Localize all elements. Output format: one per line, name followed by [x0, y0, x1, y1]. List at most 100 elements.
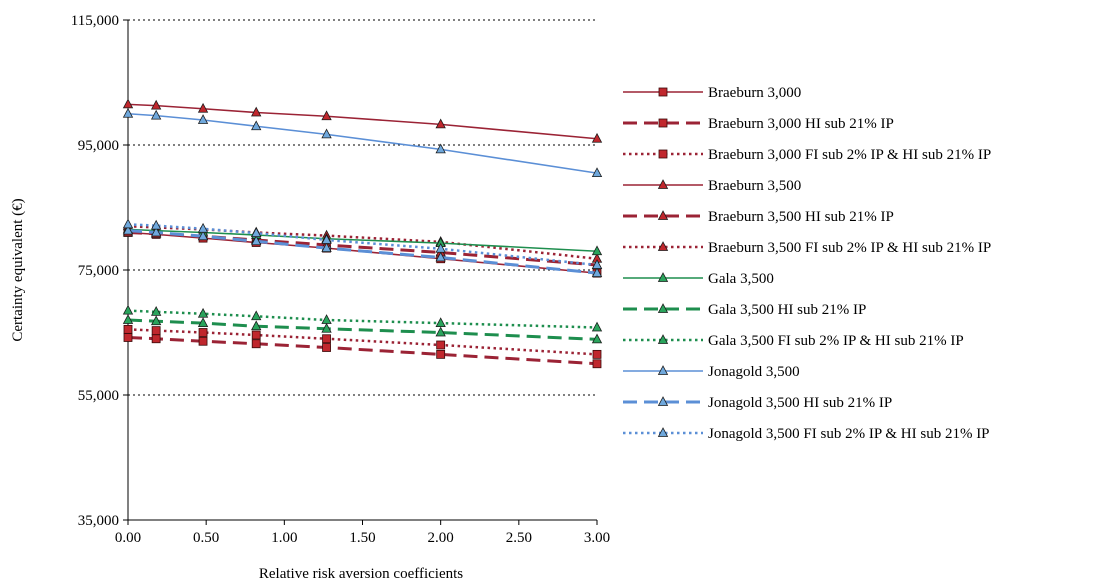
- data-point: [591, 259, 603, 269]
- y-tick-label: 95,000: [78, 138, 119, 154]
- y-axis-title: Certainty equivalent (€): [10, 198, 26, 341]
- legend-item: Gala 3,500 HI sub 21% IP: [623, 302, 866, 318]
- data-point: [251, 235, 262, 246]
- legend-marker: [657, 210, 669, 220]
- y-tick-label: 35,000: [78, 513, 119, 529]
- data-point: [197, 102, 209, 113]
- data-point: [197, 230, 209, 241]
- legend-label: Braeburn 3,000 FI sub 2% IP & HI sub 21%…: [708, 147, 991, 163]
- series-line: [127, 112, 598, 174]
- data-point: [591, 321, 603, 332]
- legend-item: Gala 3,500: [623, 271, 774, 287]
- data-point: [197, 114, 209, 124]
- data-point: [150, 109, 162, 120]
- data-point: [435, 143, 446, 154]
- y-tick-label: 55,000: [78, 388, 119, 404]
- legend-label: Gala 3,500 HI sub 21% IP: [708, 302, 866, 318]
- x-tick-label: 2.00: [428, 530, 454, 546]
- legend-marker: [658, 149, 668, 159]
- data-point: [435, 118, 446, 129]
- data-point: [251, 339, 261, 349]
- data-point: [591, 167, 603, 178]
- legend-label: Braeburn 3,500: [708, 178, 801, 194]
- legend-marker: [657, 241, 669, 251]
- legend-item: Braeburn 3,000: [623, 85, 801, 101]
- legend-item: Jonagold 3,500: [623, 364, 800, 380]
- data-point: [151, 326, 161, 336]
- legend: Braeburn 3,000 Braeburn 3,000 HI sub 21% …: [623, 85, 991, 442]
- data-point: [592, 349, 602, 359]
- data-point: [435, 251, 446, 262]
- data-point: [150, 315, 162, 326]
- legend-item: Braeburn 3,500 HI sub 21% IP: [623, 209, 894, 225]
- legend-item: Jonagold 3,500 HI sub 21% IP: [623, 395, 892, 411]
- data-point: [591, 333, 603, 344]
- legend-marker: [657, 396, 669, 406]
- legend-label: Gala 3,500: [708, 271, 774, 287]
- series-3: [123, 324, 602, 359]
- series-line: [127, 318, 598, 341]
- data-point: [122, 224, 134, 235]
- data-point: [150, 99, 162, 110]
- legend-label: Braeburn 3,500 HI sub 21% IP: [708, 209, 894, 225]
- data-point: [197, 307, 209, 318]
- data-point: [592, 359, 602, 369]
- legend-item: Braeburn 3,000 FI sub 2% IP & HI sub 21%…: [623, 147, 991, 163]
- x-tick-label: 2.50: [506, 530, 532, 546]
- legend-item: Jonagold 3,500 FI sub 2% IP & HI sub 21%…: [623, 426, 990, 442]
- legend-label: Jonagold 3,500 HI sub 21% IP: [708, 395, 892, 411]
- legend-label: Jonagold 3,500 FI sub 2% IP & HI sub 21%…: [708, 426, 990, 442]
- legend-item: Gala 3,500 FI sub 2% IP & HI sub 21% IP: [623, 333, 964, 349]
- x-tick-label: 0.00: [115, 530, 141, 546]
- x-tick-label: 0.50: [193, 530, 219, 546]
- data-point: [151, 334, 161, 344]
- data-point: [591, 132, 603, 143]
- data-point: [251, 320, 262, 331]
- y-tick-label: 115,000: [71, 13, 119, 29]
- data-point: [198, 336, 208, 346]
- data-point: [436, 349, 446, 359]
- legend-label: Braeburn 3,000: [708, 85, 801, 101]
- tick-labels: 35,000 55,000 75,000 95,000 115,000 0.00 0.50 1…: [71, 13, 610, 546]
- legend-label: Jonagold 3,500: [708, 364, 800, 380]
- legend-label: Braeburn 3,000 HI sub 21% IP: [708, 116, 894, 132]
- x-axis-title: Relative risk aversion coefficients: [259, 566, 463, 582]
- data-point: [435, 326, 446, 337]
- data-point: [251, 227, 262, 238]
- data-point: [321, 128, 332, 139]
- data-point: [122, 107, 134, 118]
- data-point: [321, 110, 332, 121]
- series-12: [122, 218, 603, 269]
- legend-marker: [657, 179, 669, 189]
- data-point: [321, 234, 332, 244]
- data-point: [198, 328, 208, 337]
- legend-marker: [658, 118, 668, 128]
- data-point: [321, 242, 332, 253]
- data-point: [591, 267, 603, 278]
- x-tick-label: 1.50: [349, 530, 375, 546]
- series-2: [123, 333, 602, 369]
- data-point: [322, 343, 331, 352]
- x-tick-label: 1.00: [271, 530, 297, 546]
- data-point: [123, 333, 133, 342]
- data-point: [321, 314, 332, 324]
- data-point: [435, 317, 446, 328]
- data-point: [322, 334, 331, 344]
- series-11: [122, 224, 603, 278]
- data-point: [122, 98, 134, 109]
- legend-marker: [657, 427, 669, 437]
- data-point: [122, 314, 134, 324]
- data-point: [251, 310, 262, 321]
- series-lines: [122, 98, 603, 369]
- data-point: [436, 340, 446, 350]
- legend-marker: [657, 365, 669, 375]
- legend-label: Braeburn 3,500 FI sub 2% IP & HI sub 21%…: [708, 240, 991, 256]
- data-point: [321, 322, 332, 333]
- x-tick-label: 3.00: [584, 530, 610, 546]
- legend-marker: [658, 87, 668, 97]
- data-point: [197, 222, 209, 233]
- legend-label: Gala 3,500 FI sub 2% IP & HI sub 21% IP: [708, 333, 964, 349]
- series-4: [122, 98, 603, 143]
- y-tick-label: 75,000: [78, 263, 119, 279]
